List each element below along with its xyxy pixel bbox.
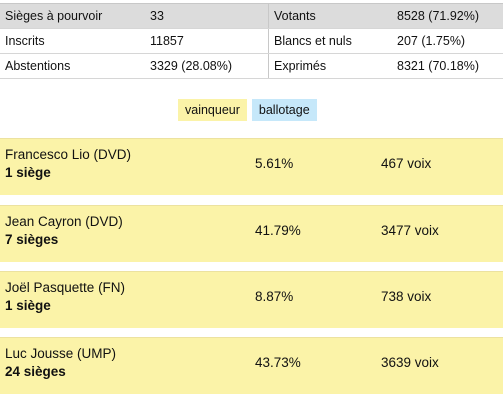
summary-row: Sièges à pourvoir 33 Votants 8528 (71.92… [0, 3, 503, 29]
summary-value: 207 (1.75%) [392, 28, 503, 54]
candidate-votes: 3477 voix [381, 223, 439, 238]
candidate-percent: 43.73% [255, 355, 301, 370]
candidate-row: Jean Cayron (DVD) 7 sièges 41.79% 3477 v… [0, 205, 503, 262]
summary-value: 11857 [145, 28, 269, 54]
candidate-percent: 41.79% [255, 223, 301, 238]
candidate-seats: 24 sièges [5, 364, 66, 379]
candidate-name: Francesco Lio (DVD) [5, 147, 132, 162]
candidate-percent: 8.87% [255, 289, 294, 304]
summary-label: Exprimés [268, 53, 392, 79]
summary-label: Sièges à pourvoir [0, 3, 145, 29]
candidate-name: Luc Jousse (UMP) [5, 346, 117, 361]
summary-value: 8528 (71.92%) [392, 3, 503, 29]
summary-label: Inscrits [0, 28, 145, 54]
election-summary-table: Sièges à pourvoir 33 Votants 8528 (71.92… [0, 3, 503, 79]
legend: vainqueur ballotage [178, 99, 317, 121]
candidate-votes: 738 voix [381, 289, 432, 304]
candidate-row: Francesco Lio (DVD) 1 siège 5.61% 467 vo… [0, 138, 503, 195]
candidate-row: Joël Pasquette (FN) 1 siège 8.87% 738 vo… [0, 271, 503, 328]
candidate-seats: 7 sièges [5, 232, 59, 247]
legend-winner: vainqueur [178, 99, 247, 121]
summary-value: 8321 (70.18%) [392, 53, 503, 79]
legend-runoff: ballotage [251, 99, 317, 121]
candidate-name: Jean Cayron (DVD) [5, 214, 123, 229]
summary-row: Inscrits 11857 Blancs et nuls 207 (1.75%… [0, 28, 503, 54]
candidate-seats: 1 siège [5, 165, 51, 180]
summary-value: 3329 (28.08%) [145, 53, 269, 79]
candidate-seats: 1 siège [5, 298, 51, 313]
summary-label: Abstentions [0, 53, 145, 79]
summary-value: 33 [145, 3, 269, 29]
candidate-row: Luc Jousse (UMP) 24 sièges 43.73% 3639 v… [0, 337, 503, 394]
candidate-votes: 3639 voix [381, 355, 439, 370]
summary-label: Blancs et nuls [268, 28, 392, 54]
summary-row: Abstentions 3329 (28.08%) Exprimés 8321 … [0, 53, 503, 79]
candidate-percent: 5.61% [255, 156, 294, 171]
candidate-votes: 467 voix [381, 156, 432, 171]
summary-label: Votants [268, 3, 392, 29]
candidate-name: Joël Pasquette (FN) [5, 280, 126, 295]
